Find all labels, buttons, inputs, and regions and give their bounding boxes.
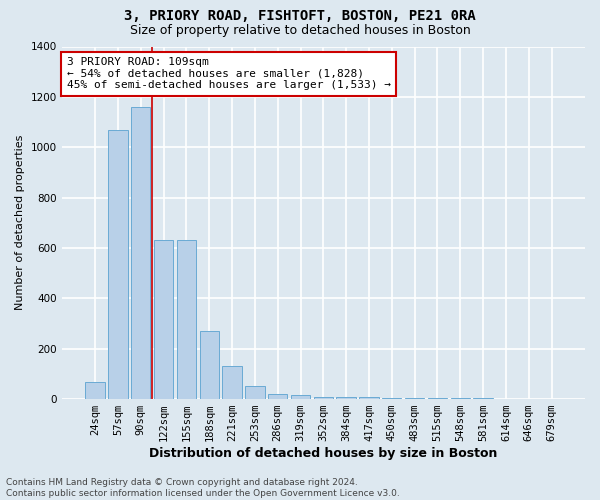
Bar xyxy=(131,107,151,399)
Bar xyxy=(245,386,265,399)
Bar xyxy=(223,366,242,399)
Bar xyxy=(154,240,173,399)
Bar xyxy=(268,394,287,399)
Bar xyxy=(85,382,105,399)
Bar xyxy=(496,398,515,399)
Bar xyxy=(519,398,538,399)
Bar xyxy=(291,396,310,399)
Text: Size of property relative to detached houses in Boston: Size of property relative to detached ho… xyxy=(130,24,470,37)
Bar xyxy=(405,398,424,399)
Bar xyxy=(108,130,128,399)
Bar xyxy=(337,397,356,399)
Bar xyxy=(382,398,401,399)
Text: Contains HM Land Registry data © Crown copyright and database right 2024.
Contai: Contains HM Land Registry data © Crown c… xyxy=(6,478,400,498)
Bar xyxy=(473,398,493,399)
Bar xyxy=(542,398,561,399)
Bar xyxy=(428,398,447,399)
Bar xyxy=(200,331,219,399)
Y-axis label: Number of detached properties: Number of detached properties xyxy=(15,135,25,310)
Bar xyxy=(314,396,333,399)
X-axis label: Distribution of detached houses by size in Boston: Distribution of detached houses by size … xyxy=(149,447,497,460)
Text: 3 PRIORY ROAD: 109sqm
← 54% of detached houses are smaller (1,828)
45% of semi-d: 3 PRIORY ROAD: 109sqm ← 54% of detached … xyxy=(67,57,391,90)
Bar xyxy=(177,240,196,399)
Text: 3, PRIORY ROAD, FISHTOFT, BOSTON, PE21 0RA: 3, PRIORY ROAD, FISHTOFT, BOSTON, PE21 0… xyxy=(124,9,476,23)
Bar xyxy=(451,398,470,399)
Bar xyxy=(359,397,379,399)
